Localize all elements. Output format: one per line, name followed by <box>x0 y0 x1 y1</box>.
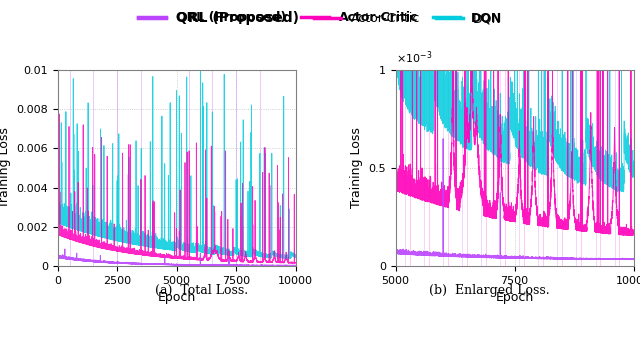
X-axis label: Epoch: Epoch <box>495 291 534 304</box>
Text: (a)  Total Loss.: (a) Total Loss. <box>155 284 248 297</box>
X-axis label: Epoch: Epoch <box>157 291 196 304</box>
Legend: QRL (Proposed), Actor-Critic, DQN: QRL (Proposed), Actor-Critic, DQN <box>133 6 507 29</box>
Text: (b)  Enlarged Loss.: (b) Enlarged Loss. <box>429 284 550 297</box>
Text: $\times10^{-3}$: $\times10^{-3}$ <box>396 49 432 66</box>
Y-axis label: Training Loss: Training Loss <box>0 127 11 209</box>
Legend: QRL (Proposed), Actor-Critic, DQN: QRL (Proposed), Actor-Critic, DQN <box>133 6 507 30</box>
Y-axis label: Training Loss: Training Loss <box>349 127 363 209</box>
